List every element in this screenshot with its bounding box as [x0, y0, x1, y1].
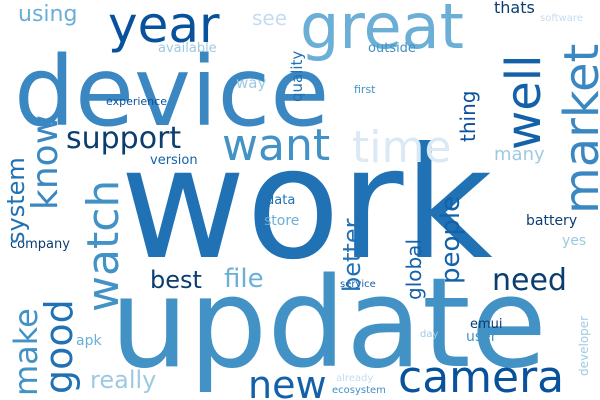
word-know: know: [25, 114, 66, 210]
word-emui: emui: [470, 317, 503, 332]
word-update: update: [110, 252, 547, 396]
word-device: device: [14, 36, 330, 148]
word-watch: watch: [78, 179, 129, 312]
word-really: really: [90, 366, 157, 394]
word-great: great: [300, 0, 464, 63]
word-using: using: [18, 2, 78, 27]
word-software: software: [540, 13, 583, 24]
word-see: see: [252, 6, 288, 30]
word-user: user: [466, 329, 497, 345]
word-ecosystem: ecosystem: [332, 385, 386, 396]
word-thats: thats: [494, 0, 535, 17]
word-service: service: [340, 279, 376, 290]
word-version: version: [150, 153, 198, 168]
word-day: day: [420, 329, 439, 340]
word-year: year: [108, 0, 220, 54]
word-yes: yes: [562, 233, 587, 249]
word-global: global: [402, 239, 426, 300]
word-store: store: [264, 213, 300, 229]
word-quality: quality: [288, 50, 306, 102]
word-best: best: [150, 266, 202, 294]
word-outside: outside: [368, 41, 416, 56]
word-market: market: [554, 43, 600, 214]
word-work: work: [120, 115, 493, 294]
word-good: good: [37, 299, 81, 394]
word-better: better: [338, 218, 366, 292]
word-thing: thing: [456, 90, 480, 142]
word-way: way: [236, 74, 267, 92]
word-system: system: [2, 157, 30, 244]
word-support: support: [66, 121, 182, 156]
word-need: need: [492, 263, 567, 298]
word-first: first: [354, 83, 376, 96]
word-many: many: [494, 144, 545, 165]
word-camera: camera: [398, 352, 565, 400]
word-make: make: [7, 308, 45, 396]
word-well: well: [496, 54, 552, 150]
word-data: data: [266, 193, 296, 208]
word-new: new: [248, 363, 327, 400]
word-experience: experience: [106, 95, 167, 108]
word-file: file: [224, 264, 264, 294]
word-want: want: [222, 120, 331, 171]
word-company: company: [10, 237, 70, 252]
word-already: already: [336, 373, 374, 384]
word-available: available: [158, 41, 217, 56]
word-battery: battery: [526, 213, 578, 229]
word-apk: apk: [76, 333, 102, 349]
word-time: time: [352, 122, 452, 173]
word-developer: developer: [577, 315, 591, 376]
word-people: people: [436, 195, 466, 284]
